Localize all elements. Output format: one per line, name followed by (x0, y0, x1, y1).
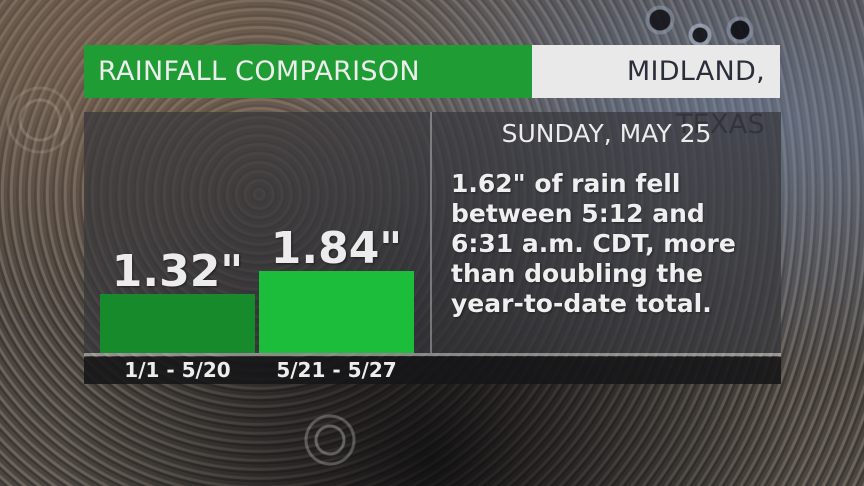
description-line: 6:31 a.m. CDT, more (451, 229, 736, 258)
category-label-strip (84, 357, 781, 384)
category-label: 1/1 - 5/20 (124, 358, 231, 382)
description-line: year-to-date total. (451, 289, 712, 318)
panel-divider (430, 112, 432, 353)
description-line: than doubling the (451, 259, 704, 288)
baseline (84, 353, 781, 356)
event-date: SUNDAY, MAY 25 (501, 119, 712, 148)
bar-1-1-to-5-20 (100, 294, 255, 353)
description-line: between 5:12 and (451, 199, 705, 228)
description-line: 1.62" of rain fell (451, 169, 681, 198)
event-description: 1.62" of rain fell between 5:12 and 6:31… (451, 169, 776, 319)
bar-value-label: 1.84" (270, 223, 403, 274)
chart-title: RAINFALL COMPARISON (84, 45, 532, 98)
location-label: MIDLAND, TEXAS (532, 45, 780, 140)
bar-value-label: 1.32" (111, 246, 244, 297)
bar-5-21-to-5-27 (259, 271, 414, 353)
category-label: 5/21 - 5/27 (276, 358, 397, 382)
